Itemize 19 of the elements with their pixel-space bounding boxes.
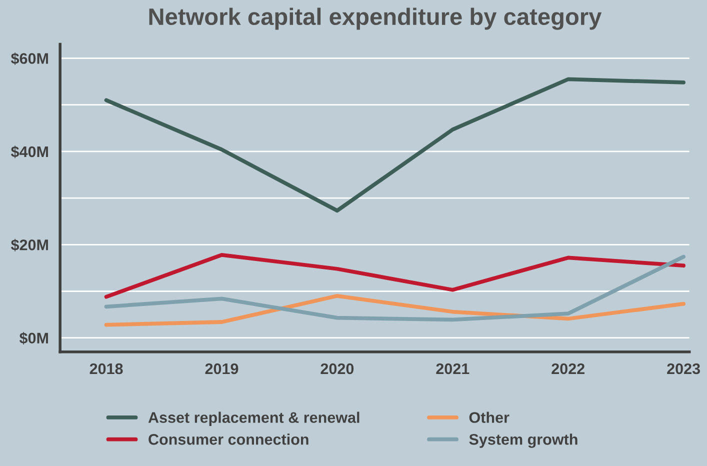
y-tick-label: $20M: [10, 238, 48, 252]
chart-title: Network capital expenditure by category: [149, 8, 602, 30]
legend-label: Asset replacement & renewal: [148, 412, 360, 426]
x-tick-label: 2023: [667, 363, 700, 374]
line-series: [104, 252, 686, 299]
y-tick-label: $60M: [10, 52, 48, 65]
x-tick-label: 2019: [205, 363, 238, 374]
legend-label: Other: [469, 412, 510, 423]
y-tick-label: $40M: [10, 146, 48, 158]
legend-label: System growth: [469, 434, 578, 448]
x-tick-label: 2021: [436, 363, 470, 374]
legend-label: Consumer connection: [148, 434, 308, 445]
y-tick-label: $0M: [19, 332, 48, 345]
line-series: [104, 254, 686, 322]
line-series: [104, 294, 686, 327]
x-tick-label: 2020: [320, 363, 354, 374]
x-tick-label: 2018: [90, 363, 123, 374]
x-tick-label: 2022: [552, 363, 584, 374]
line-series: [104, 77, 686, 213]
